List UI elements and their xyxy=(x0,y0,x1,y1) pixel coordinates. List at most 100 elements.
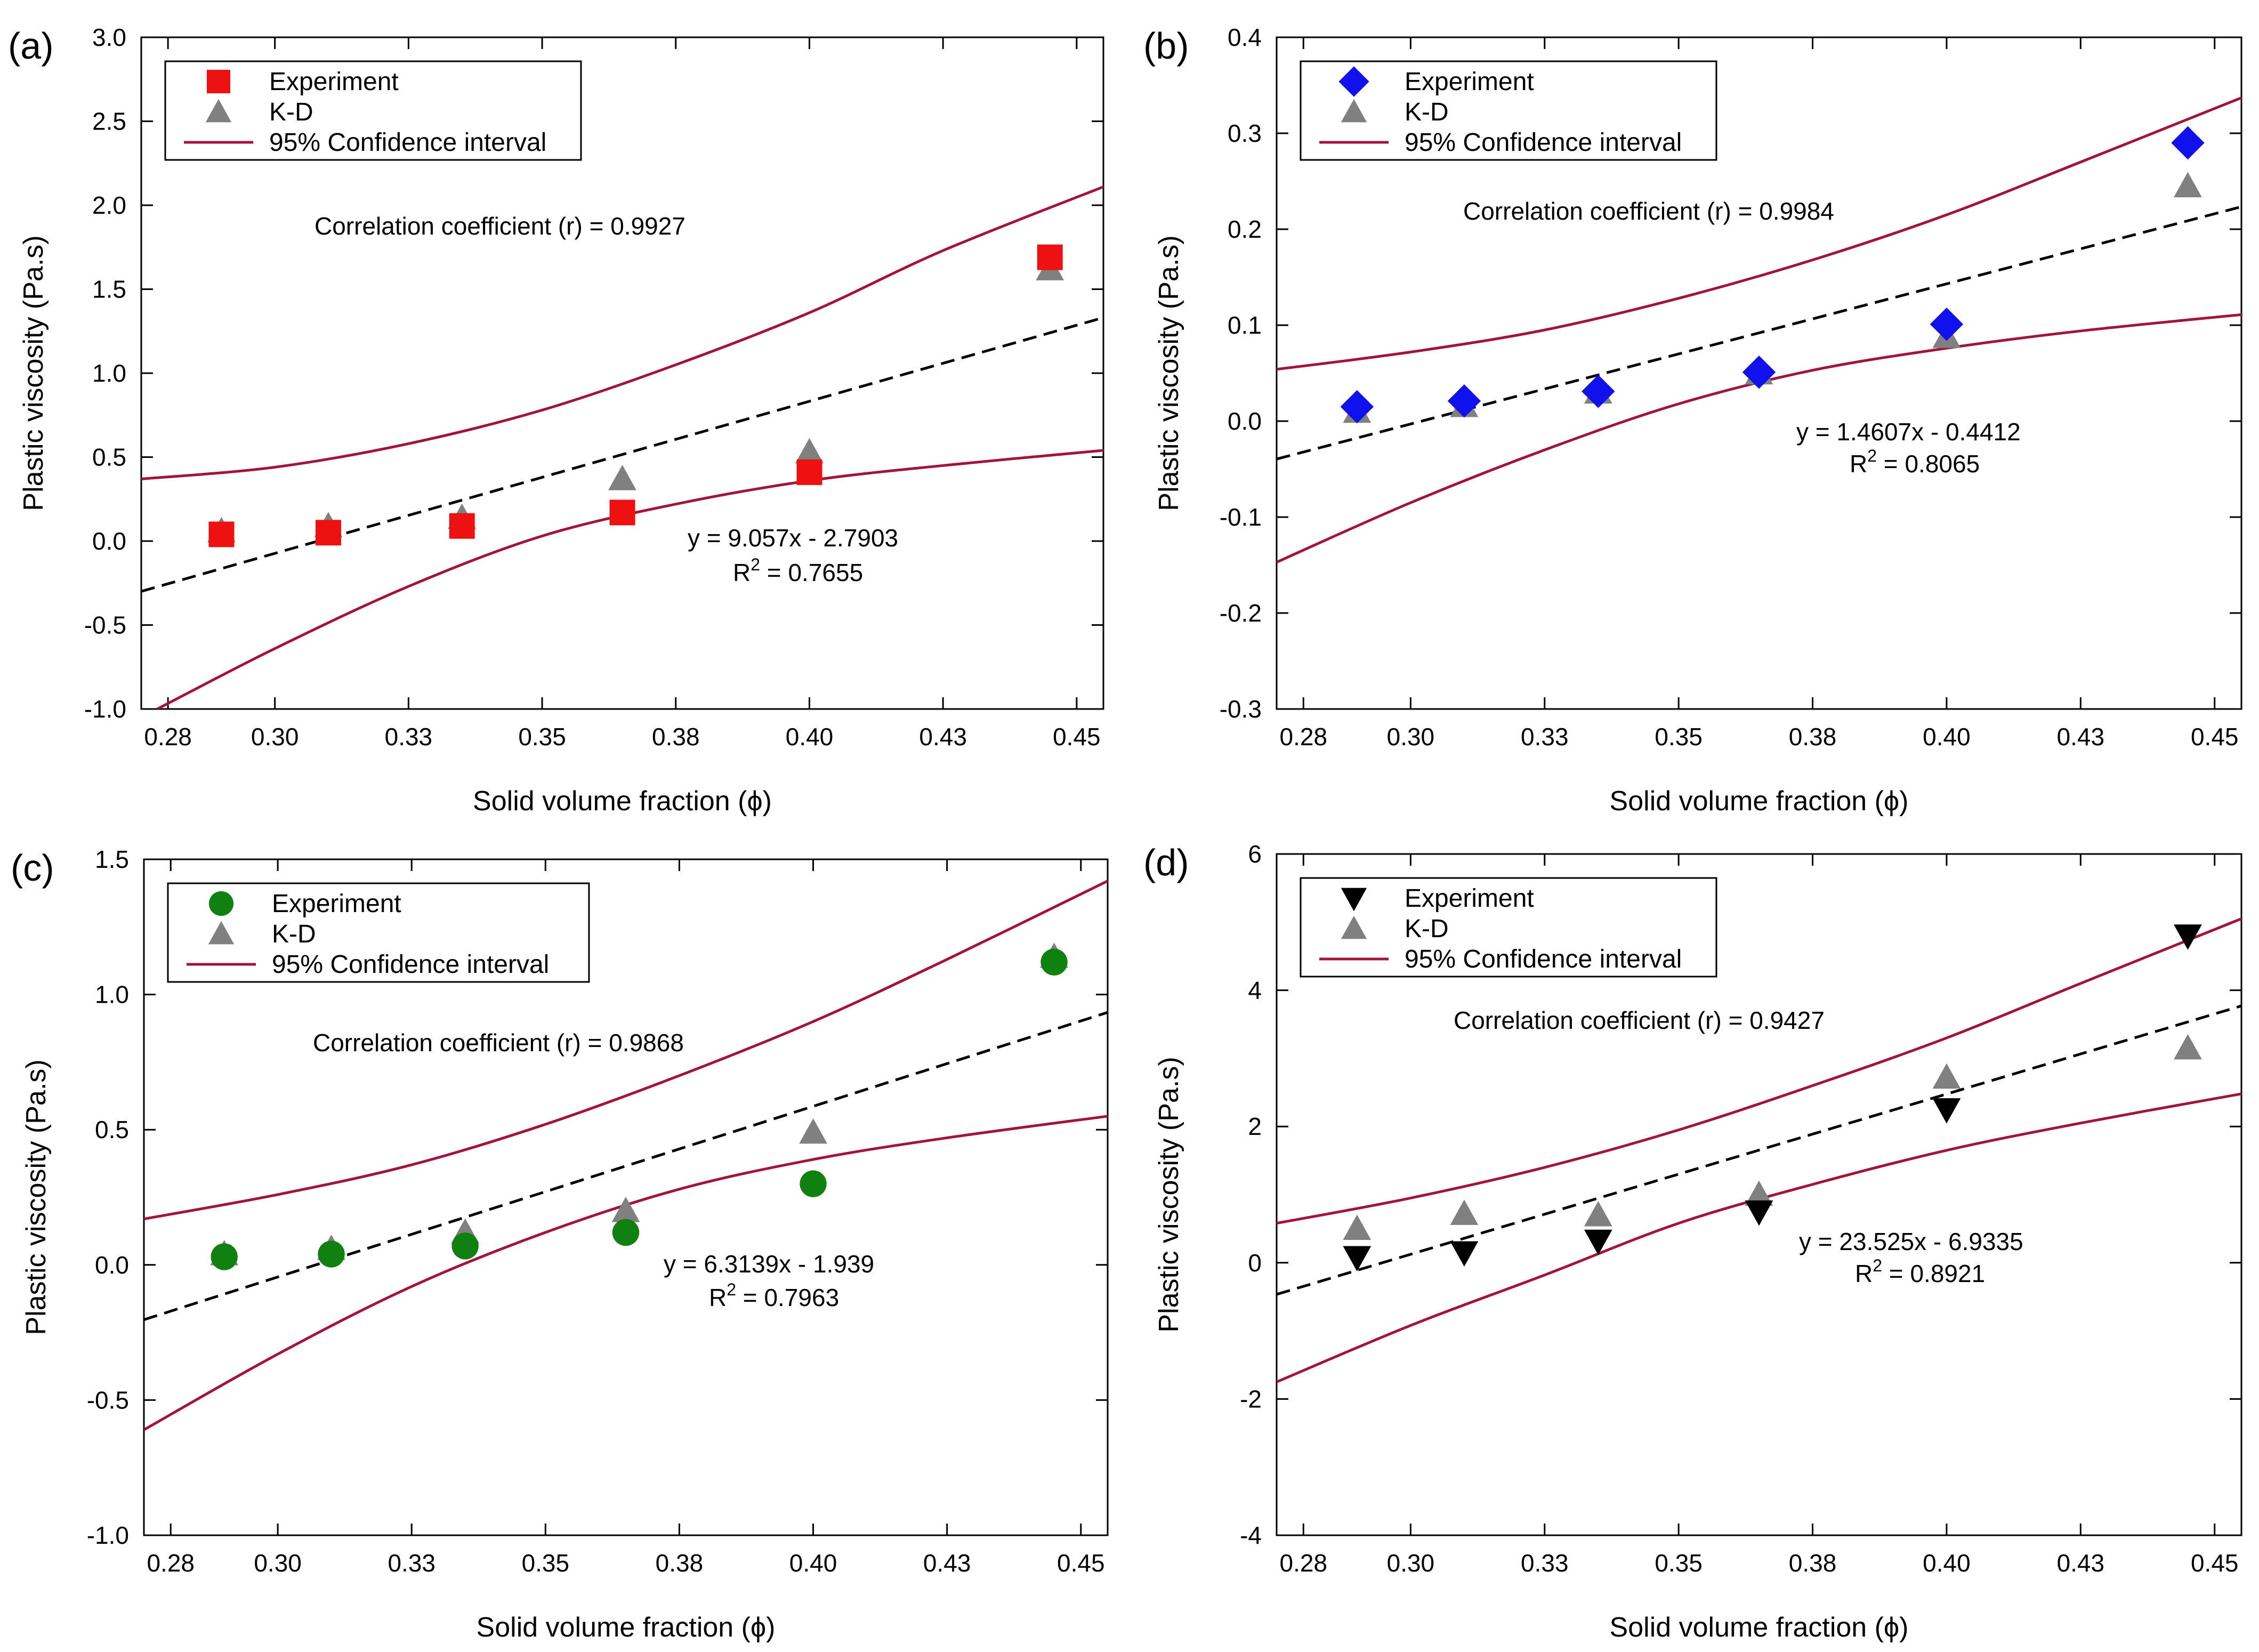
plot-area xyxy=(141,186,1103,709)
x-tick-label: 0.30 xyxy=(1387,1549,1435,1577)
experiment-point xyxy=(1932,1098,1961,1124)
y-tick-label: 1.0 xyxy=(95,981,129,1009)
r-squared-superscript: 2 xyxy=(1867,446,1877,465)
x-tick-label: 0.35 xyxy=(1655,1549,1703,1577)
experiment-point xyxy=(1040,948,1068,976)
experiment-point xyxy=(1037,244,1063,270)
experiment-point xyxy=(1584,1229,1612,1255)
regression-equation: y = 9.057x - 2.7903 xyxy=(688,524,898,552)
y-tick-label: -0.5 xyxy=(84,611,126,639)
panel-label: (c) xyxy=(11,847,54,889)
correlation-annotation: Correlation coefficient (r) = 0.9427 xyxy=(1454,1006,1825,1034)
ci-upper-curve xyxy=(1277,96,2241,371)
x-tick-label: 0.35 xyxy=(1655,723,1703,751)
kd-point xyxy=(1745,1180,1773,1206)
plot-frame xyxy=(1276,36,2242,710)
legend-ci-label: 95% Confidence interval xyxy=(1405,945,1682,973)
legend-kd-marker xyxy=(208,921,235,945)
ci-lower-curve xyxy=(1277,1092,2241,1383)
legend-experiment-marker xyxy=(1338,66,1369,97)
chart-panel-d: (d) 0.28 0.30 0.33 0.35 0.38 0.40 0.43 0.45 -4 -2 0… xyxy=(1143,840,2242,1643)
x-tick-label: 0.35 xyxy=(522,1549,570,1577)
ci-lower-curve xyxy=(1277,313,2241,563)
x-tick-label: 0.28 xyxy=(144,723,192,751)
kd-point xyxy=(795,438,824,464)
experiment-point xyxy=(1450,1241,1479,1267)
r-squared-prefix: R xyxy=(1850,450,1867,478)
kd-point xyxy=(1584,1200,1612,1227)
x-axis-title: Solid volume fraction (ϕ) xyxy=(473,786,772,817)
r-squared-superscript: 2 xyxy=(727,1280,736,1299)
legend-kd-marker xyxy=(1341,915,1367,939)
experiment-point xyxy=(612,1219,640,1246)
ci-lower-curve xyxy=(156,449,1103,709)
r-squared-value: = 0.7655 xyxy=(760,559,863,586)
correlation-annotation: Correlation coefficient (r) = 0.9984 xyxy=(1463,197,1834,225)
y-tick-label: 2 xyxy=(1248,1113,1262,1140)
panel-label: (d) xyxy=(1143,842,1189,883)
plot-area xyxy=(1277,917,2241,1383)
plot-area xyxy=(1277,96,2241,563)
legend-ci-label: 95% Confidence interval xyxy=(269,128,546,157)
experiment-point xyxy=(451,1232,479,1260)
legend-kd-label: K-D xyxy=(272,920,316,948)
r-squared-value: = 0.8921 xyxy=(1882,1260,1985,1287)
legend-experiment-label: Experiment xyxy=(1405,884,1534,913)
panel-label: (a) xyxy=(8,25,54,67)
y-axis-title: Plastic viscosity (Pa.s) xyxy=(18,235,49,511)
y-tick-label: -0.1 xyxy=(1220,503,1262,531)
experiment-point xyxy=(2171,126,2205,160)
ci-lower-curve xyxy=(144,1115,1108,1431)
x-tick-label: 0.30 xyxy=(251,723,299,751)
r-squared-prefix: R xyxy=(709,1284,727,1311)
plot-frame xyxy=(143,858,1109,1536)
ci-upper-curve xyxy=(144,880,1108,1221)
regression-equation: y = 23.525x - 6.9335 xyxy=(1799,1228,2023,1255)
experiment-point xyxy=(318,1240,345,1268)
y-tick-label: 1.5 xyxy=(92,276,126,303)
kd-point xyxy=(2174,172,2202,198)
r-squared-annotation: R2 = 0.8065 xyxy=(1850,446,1980,478)
legend-kd-label: K-D xyxy=(1405,915,1449,943)
y-tick-label: 0.0 xyxy=(1228,407,1262,435)
r-squared-prefix: R xyxy=(1855,1260,1873,1287)
r-squared-annotation: R2 = 0.7655 xyxy=(733,555,863,586)
regression-equation: y = 6.3139x - 1.939 xyxy=(664,1250,874,1278)
x-tick-label: 0.35 xyxy=(518,723,566,751)
y-tick-label: 0.5 xyxy=(95,1116,129,1143)
legend-experiment-label: Experiment xyxy=(1405,68,1534,96)
y-tick-label: -2 xyxy=(1240,1385,1262,1413)
chart-panel-a: (a) 0.28 0.30 0.33 0.35 0.38 0.40 0.43 0.45 -1.0 -… xyxy=(8,23,1104,817)
experiment-point xyxy=(449,513,475,539)
y-tick-label: -0.3 xyxy=(1220,695,1262,723)
y-tick-label: -4 xyxy=(1240,1521,1262,1549)
ci-upper-curve xyxy=(141,186,1103,480)
experiment-point xyxy=(1343,1246,1371,1271)
y-axis-title: Plastic viscosity (Pa.s) xyxy=(21,1059,52,1335)
x-tick-label: 0.38 xyxy=(656,1549,704,1577)
fit-line xyxy=(1277,205,2241,461)
y-tick-label: 0.0 xyxy=(92,527,126,555)
y-tick-label: 2.0 xyxy=(92,191,126,219)
r-squared-superscript: 2 xyxy=(1873,1256,1882,1275)
x-tick-label: 0.33 xyxy=(1521,1549,1569,1577)
y-tick-label: 0.0 xyxy=(95,1251,129,1279)
fit-line xyxy=(1277,1004,2241,1296)
correlation-annotation: Correlation coefficient (r) = 0.9868 xyxy=(313,1029,684,1057)
r-squared-annotation: R2 = 0.8921 xyxy=(1855,1256,1985,1287)
x-tick-label: 0.45 xyxy=(1057,1549,1105,1577)
kd-point xyxy=(1932,1063,1961,1089)
kd-point xyxy=(611,1196,640,1222)
x-tick-label: 0.28 xyxy=(1280,723,1328,751)
kd-point xyxy=(2174,1034,2202,1060)
y-axis-title: Plastic viscosity (Pa.s) xyxy=(1153,235,1184,511)
x-tick-label: 0.43 xyxy=(2057,1549,2105,1577)
r-squared-value: = 0.8065 xyxy=(1877,450,1980,478)
x-tick-label: 0.45 xyxy=(2191,1549,2239,1577)
y-tick-label: 0.4 xyxy=(1228,23,1262,51)
y-tick-label: 0.2 xyxy=(1228,215,1262,243)
x-axis-title: Solid volume fraction (ϕ) xyxy=(1610,1612,1909,1643)
